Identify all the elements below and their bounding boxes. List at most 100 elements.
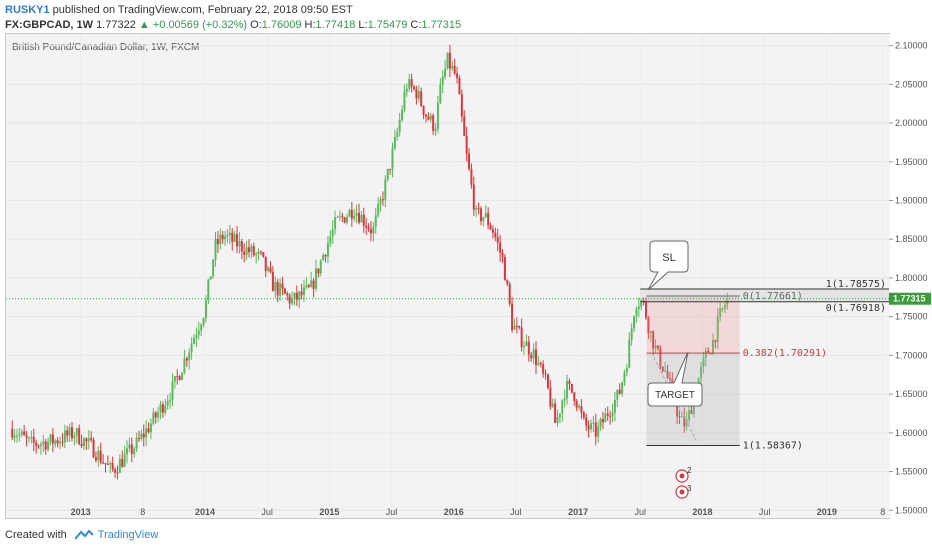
- candle-body: [82, 438, 85, 446]
- sl-label-0: 0(1.76918): [826, 303, 886, 314]
- candle-body: [159, 404, 162, 413]
- time-tick-label: Jul: [510, 507, 522, 517]
- candle-body: [56, 440, 59, 444]
- candle-body: [303, 287, 306, 296]
- candle-body: [80, 443, 83, 446]
- candle-body: [527, 341, 530, 355]
- candle-body: [204, 300, 207, 319]
- candle-body: [570, 383, 573, 393]
- price-axis[interactable]: [890, 33, 932, 519]
- candle-body: [185, 358, 188, 361]
- candle-body: [719, 308, 722, 317]
- candle-body: [609, 415, 612, 417]
- candle-body: [613, 399, 616, 413]
- time-tick-label: 2018: [692, 507, 712, 517]
- candle-body: [520, 327, 523, 348]
- candle-body: [295, 292, 298, 300]
- candle-body: [128, 444, 131, 449]
- candle-body: [51, 434, 54, 444]
- candle-body: [85, 438, 88, 442]
- candle-body: [664, 370, 667, 372]
- sl-callout-text: SL: [662, 252, 675, 264]
- candle-body: [424, 114, 427, 117]
- candle-body: [429, 115, 432, 120]
- candle-body: [78, 428, 81, 444]
- candle-body: [99, 450, 102, 463]
- footer: Created with TradingView: [5, 529, 158, 541]
- price-gridlines: [6, 34, 893, 518]
- chart-pane[interactable]: [5, 33, 891, 519]
- candle-body: [558, 413, 561, 418]
- fib-label-0: 0(1.77661): [743, 291, 803, 302]
- candle-body: [319, 260, 322, 274]
- candle-body: [546, 374, 549, 388]
- candle-body: [630, 328, 633, 340]
- candle-body: [25, 435, 28, 438]
- candle-body: [23, 431, 26, 436]
- candle-body: [307, 285, 310, 288]
- candle-body: [499, 242, 502, 253]
- candle-body: [360, 214, 363, 223]
- candle-body: [192, 338, 195, 344]
- candle-body: [633, 316, 636, 329]
- candle-body: [94, 457, 97, 461]
- candle-body: [322, 255, 325, 261]
- last-price-tag: [889, 292, 931, 305]
- candle-body: [209, 276, 212, 280]
- candle-body: [458, 77, 461, 95]
- candle-body: [611, 412, 614, 417]
- candle-body: [568, 380, 571, 384]
- candle-body: [47, 441, 50, 450]
- candle-body: [250, 246, 253, 253]
- candle-body: [200, 324, 203, 331]
- candle-body: [214, 238, 217, 260]
- candle-body: [181, 372, 184, 380]
- candle-body: [238, 241, 241, 247]
- candle-body: [523, 346, 526, 348]
- low-value: 1.75479: [367, 19, 408, 31]
- candle-body: [87, 438, 90, 442]
- candle-body: [190, 343, 193, 353]
- target-callout-box: [647, 351, 703, 407]
- event-marker-count: 2: [687, 466, 692, 475]
- time-tick-label: 2015: [319, 507, 339, 517]
- candle-body: [75, 428, 78, 436]
- chart-title: British Pound/Canadian Dollar, 1W, FXCM: [12, 42, 199, 53]
- candle-body: [551, 403, 554, 407]
- candle-body: [592, 422, 595, 424]
- candle-body: [420, 91, 423, 106]
- candle-body: [11, 428, 14, 438]
- candle-body: [314, 268, 317, 289]
- candle-body: [654, 345, 657, 349]
- candle-body: [358, 212, 361, 223]
- candle-body: [140, 433, 143, 439]
- candle-body: [721, 308, 724, 310]
- candle-body: [628, 339, 631, 368]
- candle-body: [133, 448, 136, 454]
- author-link[interactable]: RUSKY1: [5, 4, 50, 16]
- candle-body: [20, 431, 23, 435]
- candle-body: [166, 401, 169, 406]
- close-value: 1.77315: [421, 19, 462, 31]
- candle-body: [334, 217, 337, 229]
- candle-body: [649, 331, 652, 333]
- candle-body: [236, 234, 239, 247]
- candle-body: [126, 448, 129, 455]
- candle-body: [711, 339, 714, 354]
- candle-body: [71, 427, 74, 439]
- candle-body: [432, 115, 435, 131]
- candle-body: [262, 252, 265, 257]
- candle-body: [511, 303, 514, 330]
- candle-body: [30, 437, 33, 439]
- tradingview-link[interactable]: TradingView: [97, 529, 159, 541]
- candle-body: [656, 345, 659, 349]
- candle-body: [338, 216, 341, 218]
- candle-body: [374, 215, 377, 227]
- candle-body: [157, 412, 160, 418]
- candle-body: [39, 444, 42, 447]
- candle-body: [685, 419, 688, 427]
- target-callout-text: TARGET: [655, 390, 695, 401]
- candle-body: [276, 281, 279, 296]
- candle-body: [346, 216, 349, 223]
